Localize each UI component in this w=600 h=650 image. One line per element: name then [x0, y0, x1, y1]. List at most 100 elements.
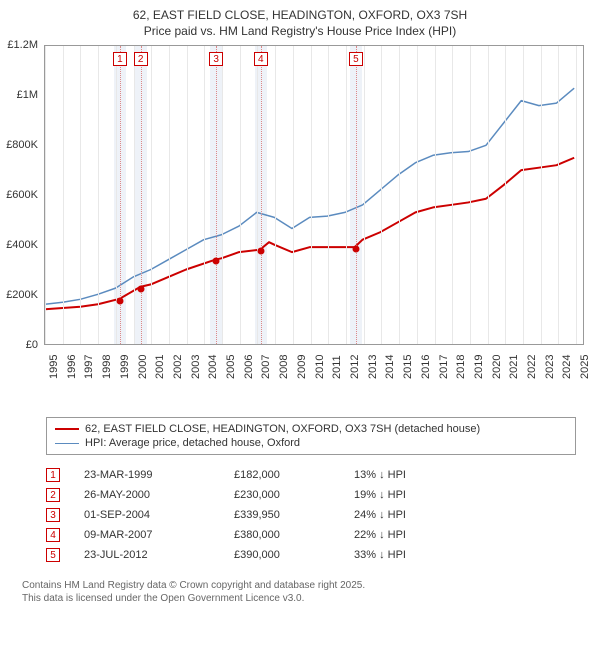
footer-attribution: Contains HM Land Registry data © Crown c…	[22, 579, 592, 605]
sale-marker: 4	[254, 52, 268, 66]
x-axis-tick-label: 2016	[420, 355, 432, 379]
x-axis-tick-label: 2014	[384, 355, 396, 379]
x-gridline	[311, 46, 312, 344]
x-axis-tick-label: 2010	[314, 355, 326, 379]
y-axis-tick-label: £0	[2, 339, 38, 351]
footer-line-1: Contains HM Land Registry data © Crown c…	[22, 579, 592, 592]
sale-date: 01-SEP-2004	[84, 509, 234, 521]
y-axis-tick-label: £800K	[2, 139, 38, 151]
x-gridline	[435, 46, 436, 344]
x-axis-tick-label: 2008	[278, 355, 290, 379]
legend: 62, EAST FIELD CLOSE, HEADINGTON, OXFORD…	[46, 417, 576, 455]
sale-date: 26-MAY-2000	[84, 489, 234, 501]
legend-swatch	[55, 443, 79, 444]
sale-diff-vs-hpi: 33% ↓ HPI	[354, 549, 474, 561]
x-axis-tick-label: 2017	[438, 355, 450, 379]
x-axis-tick-label: 2002	[172, 355, 184, 379]
x-gridline	[417, 46, 418, 344]
sale-date: 09-MAR-2007	[84, 529, 234, 541]
sale-marker: 3	[209, 52, 223, 66]
x-gridline	[576, 46, 577, 344]
x-axis-tick-label: 1996	[66, 355, 78, 379]
x-axis-tick-label: 2012	[349, 355, 361, 379]
x-axis-tick-label: 2007	[260, 355, 272, 379]
legend-row: HPI: Average price, detached house, Oxfo…	[55, 436, 567, 450]
x-axis-tick-label: 1997	[83, 355, 95, 379]
y-axis-tick-label: £400K	[2, 239, 38, 251]
x-axis-tick-label: 2024	[561, 355, 573, 379]
x-axis-tick-label: 2020	[491, 355, 503, 379]
x-gridline	[488, 46, 489, 344]
x-gridline	[134, 46, 135, 344]
x-gridline	[98, 46, 99, 344]
sale-table-row: 226-MAY-2000£230,00019% ↓ HPI	[46, 485, 576, 505]
x-gridline	[169, 46, 170, 344]
legend-label: 62, EAST FIELD CLOSE, HEADINGTON, OXFORD…	[85, 423, 480, 435]
x-gridline	[63, 46, 64, 344]
sale-diff-vs-hpi: 13% ↓ HPI	[354, 469, 474, 481]
sale-table-marker: 4	[46, 528, 60, 542]
sale-table-row: 123-MAR-1999£182,00013% ↓ HPI	[46, 465, 576, 485]
sale-table-row: 409-MAR-2007£380,00022% ↓ HPI	[46, 525, 576, 545]
x-gridline	[151, 46, 152, 344]
sale-table-marker: 5	[46, 548, 60, 562]
sale-table: 123-MAR-1999£182,00013% ↓ HPI 2 26-MAY-200…	[46, 465, 576, 565]
legend-label: HPI: Average price, detached house, Oxfo…	[85, 437, 300, 449]
title-line-2: Price paid vs. HM Land Registry's House …	[8, 24, 592, 40]
legend-row: 62, EAST FIELD CLOSE, HEADINGTON, OXFORD…	[55, 422, 567, 436]
x-axis-tick-label: 2022	[526, 355, 538, 379]
x-axis-tick-label: 2023	[544, 355, 556, 379]
sale-dotted-line	[261, 46, 262, 344]
legend-swatch	[55, 428, 79, 430]
sale-marker: 5	[349, 52, 363, 66]
chart-lines	[45, 46, 583, 344]
sale-price: £230,000	[234, 489, 354, 501]
x-gridline	[346, 46, 347, 344]
sale-point	[257, 248, 264, 255]
x-gridline	[541, 46, 542, 344]
y-axis-tick-label: £1M	[2, 89, 38, 101]
sale-date: 23-JUL-2012	[84, 549, 234, 561]
sale-table-row: 5 23-JUL-2012£390,00033% ↓ HPI	[46, 545, 576, 565]
sale-table-marker: 3	[46, 508, 60, 522]
x-gridline	[452, 46, 453, 344]
x-gridline	[187, 46, 188, 344]
x-axis-tick-label: 2025	[579, 355, 591, 379]
sale-dotted-line	[356, 46, 357, 344]
sale-date: 23-MAR-1999	[84, 469, 234, 481]
x-axis-tick-label: 1999	[119, 355, 131, 379]
y-axis-tick-label: £200K	[2, 289, 38, 301]
sale-marker: 1	[113, 52, 127, 66]
x-axis-tick-label: 1998	[101, 355, 113, 379]
x-gridline	[558, 46, 559, 344]
sale-price: £339,950	[234, 509, 354, 521]
sale-marker: 2	[134, 52, 148, 66]
x-axis-tick-label: 2009	[296, 355, 308, 379]
chart-title: 62, EAST FIELD CLOSE, HEADINGTON, OXFORD…	[8, 8, 592, 39]
sale-price: £390,000	[234, 549, 354, 561]
x-gridline	[204, 46, 205, 344]
footer-line-2: This data is licensed under the Open Gov…	[22, 592, 592, 605]
chart-area: 12345 £0£200K£400K£600K£800K£1M£1.2M1995…	[38, 45, 598, 375]
x-axis-tick-label: 1995	[48, 355, 60, 379]
x-gridline	[505, 46, 506, 344]
sale-price: £182,000	[234, 469, 354, 481]
x-axis-tick-label: 2018	[455, 355, 467, 379]
x-axis-tick-label: 2021	[508, 355, 520, 379]
x-axis-tick-label: 2004	[207, 355, 219, 379]
x-gridline	[381, 46, 382, 344]
x-axis-tick-label: 2005	[225, 355, 237, 379]
sale-table-marker: 2	[46, 488, 60, 502]
sale-dotted-line	[141, 46, 142, 344]
x-gridline	[328, 46, 329, 344]
sale-diff-vs-hpi: 24% ↓ HPI	[354, 509, 474, 521]
sale-point	[352, 245, 359, 252]
x-gridline	[222, 46, 223, 344]
x-gridline	[275, 46, 276, 344]
sale-table-row: 3 01-SEP-2004£339,95024% ↓ HPI	[46, 505, 576, 525]
sale-point	[213, 258, 220, 265]
x-axis-tick-label: 2011	[331, 356, 343, 380]
x-axis-tick-label: 2003	[190, 355, 202, 379]
x-gridline	[45, 46, 46, 344]
x-gridline	[240, 46, 241, 344]
